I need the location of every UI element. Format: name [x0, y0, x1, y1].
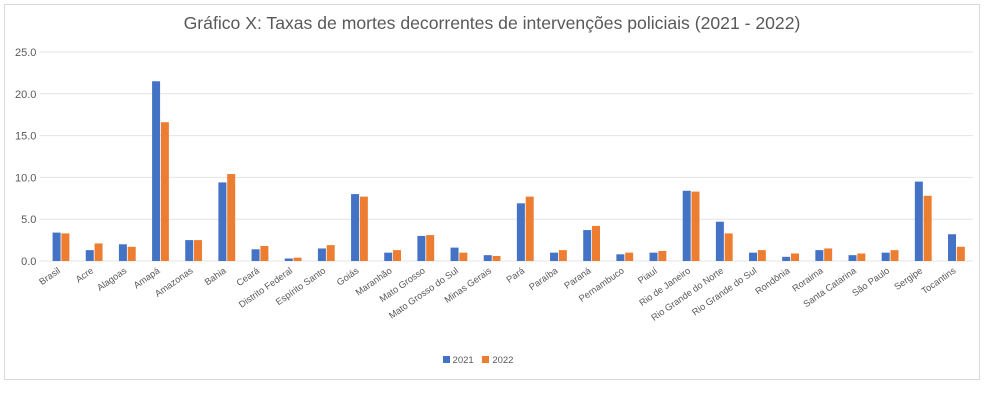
svg-text:Ceará: Ceará	[235, 265, 262, 288]
svg-text:São Paulo: São Paulo	[850, 265, 891, 298]
svg-text:20.0: 20.0	[15, 89, 36, 101]
svg-text:Tocantins: Tocantins	[920, 265, 958, 296]
svg-text:Acre: Acre	[74, 265, 95, 284]
svg-text:Brasil: Brasil	[37, 265, 62, 287]
svg-text:Amazonas: Amazonas	[153, 265, 195, 299]
svg-text:15.0: 15.0	[15, 131, 36, 143]
svg-text:Bahia: Bahia	[203, 265, 229, 287]
svg-text:Pará: Pará	[505, 265, 528, 285]
svg-text:Goiás: Goiás	[335, 265, 361, 287]
svg-text:Rondônia: Rondônia	[753, 265, 792, 296]
svg-text:25.0: 25.0	[15, 47, 36, 59]
svg-text:0.0: 0.0	[21, 256, 36, 268]
svg-text:10.0: 10.0	[15, 172, 36, 184]
svg-text:5.0: 5.0	[21, 214, 36, 226]
svg-text:Paraíba: Paraíba	[527, 265, 560, 292]
svg-text:Piauí: Piauí	[636, 265, 659, 286]
svg-text:Alagoas: Alagoas	[95, 265, 129, 293]
